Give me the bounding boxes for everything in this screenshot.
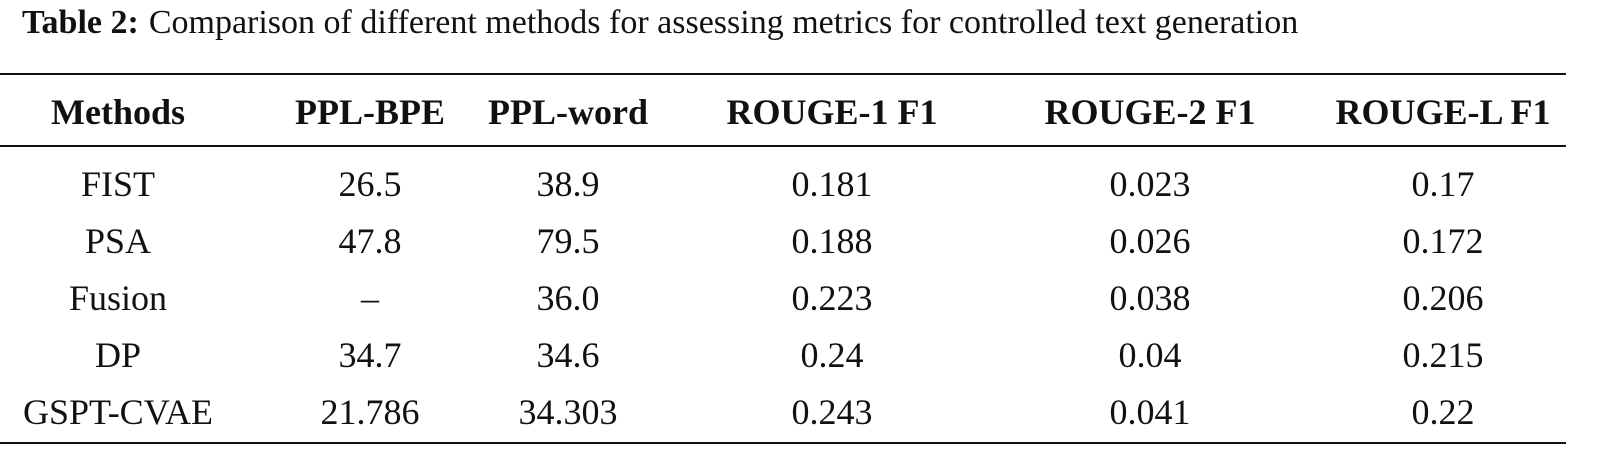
- value-cell: 21.786: [320, 392, 420, 432]
- value-cell: 0.04: [1118, 335, 1182, 375]
- value-cell: 0.041: [1109, 392, 1191, 432]
- method-cell: FIST: [80, 164, 156, 204]
- value-cell: 0.023: [1109, 164, 1191, 204]
- method-cell: DP: [94, 335, 142, 375]
- caption: Table 2: Comparison of different methods …: [22, 4, 1298, 42]
- value-cell: 0.223: [791, 278, 873, 318]
- header-cell: ROUGE-1 F1: [726, 92, 938, 132]
- value-cell: 38.9: [536, 164, 600, 204]
- method-cell: PSA: [84, 221, 152, 261]
- mid-rule: [0, 145, 1566, 147]
- header-cell: PPL-word: [488, 92, 648, 132]
- value-cell: 0.172: [1402, 221, 1484, 261]
- value-cell: 0.215: [1402, 335, 1484, 375]
- value-cell: 0.038: [1109, 278, 1191, 318]
- value-cell: 26.5: [338, 164, 402, 204]
- value-cell: 0.22: [1411, 392, 1475, 432]
- value-cell: 0.206: [1402, 278, 1484, 318]
- value-cell: 0.24: [800, 335, 864, 375]
- value-cell: 79.5: [536, 221, 600, 261]
- caption-label: Table 2:: [22, 4, 139, 41]
- value-cell: 47.8: [338, 221, 402, 261]
- value-cell: 0.181: [791, 164, 873, 204]
- value-cell: 0.17: [1411, 164, 1475, 204]
- method-cell: Fusion: [68, 278, 168, 318]
- header-cell: PPL-BPE: [295, 92, 445, 132]
- value-cell: –: [361, 278, 379, 318]
- top-rule: [0, 73, 1566, 75]
- value-cell: 36.0: [536, 278, 600, 318]
- value-cell: 0.188: [791, 221, 873, 261]
- value-cell: 34.6: [536, 335, 600, 375]
- value-cell: 0.026: [1109, 221, 1191, 261]
- header-cell: ROUGE-L F1: [1335, 92, 1551, 132]
- header-cell: Methods: [51, 92, 185, 132]
- method-cell: GSPT-CVAE: [22, 392, 214, 432]
- caption-text: Comparison of different methods for asse…: [148, 4, 1299, 41]
- value-cell: 34.303: [518, 392, 618, 432]
- value-cell: 34.7: [338, 335, 402, 375]
- value-cell: 0.243: [791, 392, 873, 432]
- header-cell: ROUGE-2 F1: [1044, 92, 1256, 132]
- bottom-rule: [0, 442, 1566, 444]
